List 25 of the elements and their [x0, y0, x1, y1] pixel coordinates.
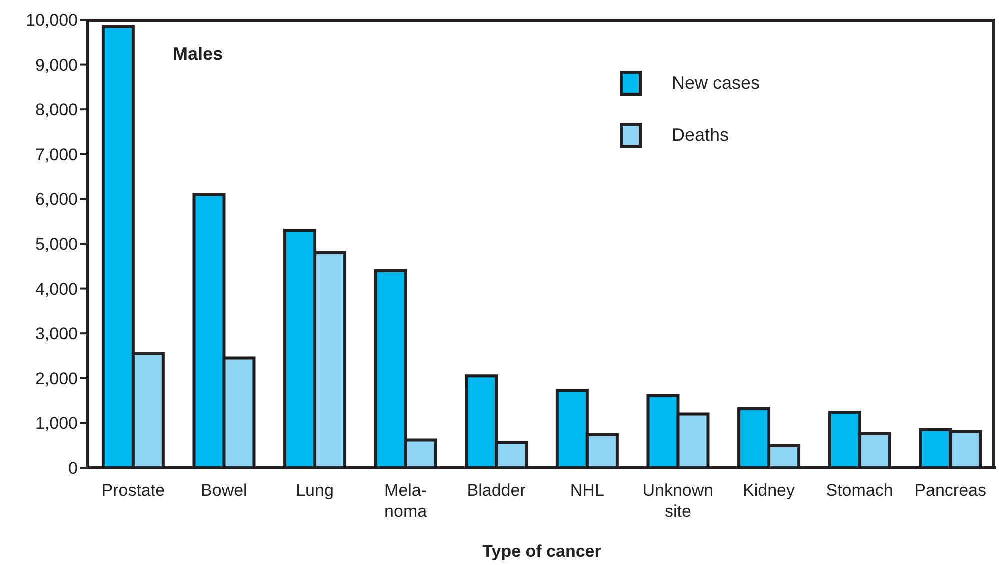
- x-tick-label: Stomach: [826, 481, 894, 500]
- x-tick-label: Bladder: [467, 481, 526, 500]
- y-tick-label: 8,000: [35, 100, 78, 120]
- y-tick-label: 2,000: [35, 369, 78, 388]
- y-tick-label: 5,000: [35, 235, 78, 254]
- x-tick-label: Lung: [296, 481, 334, 500]
- legend-label: New cases: [672, 72, 760, 94]
- y-tick-label: 7,000: [35, 145, 78, 164]
- x-tick-label: NHL: [570, 481, 604, 500]
- x-tick-label: Unknown site: [642, 481, 714, 521]
- text: Males: [173, 44, 224, 65]
- legend-label: Deaths: [672, 124, 730, 146]
- y-tick-label: 0: [68, 459, 78, 478]
- x-tick-label: Kidney: [743, 481, 796, 500]
- y-tick-label: 6,000: [35, 190, 78, 210]
- x-tick-label: Mela- noma: [384, 481, 428, 521]
- y-tick-label: 4,000: [35, 280, 78, 299]
- x-axis-title: Type of cancer: [482, 542, 602, 561]
- y-tick-label: 9,000: [35, 56, 78, 75]
- y-tick-label: 10,000: [26, 11, 78, 30]
- y-tick-label: 1,000: [35, 414, 78, 434]
- y-tick-label: 3,000: [35, 324, 78, 344]
- x-tick-label: Bowel: [201, 481, 248, 500]
- x-tick-label: Prostate: [102, 481, 166, 500]
- x-tick-label: Pancreas: [914, 481, 987, 500]
